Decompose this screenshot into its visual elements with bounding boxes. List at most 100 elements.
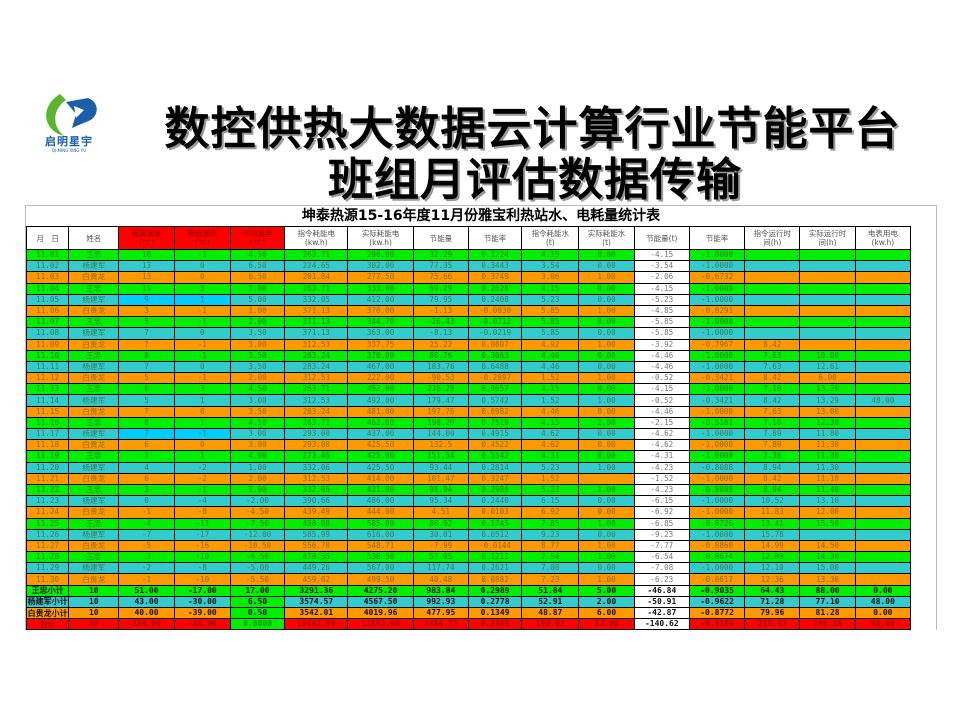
table-cell[interactable]: 144.00 [412,427,469,441]
table-cell[interactable]: -1.0000 [688,316,746,329]
table-cell[interactable]: 8.77 [521,539,580,553]
table-cell[interactable]: -1.0000 [688,450,746,463]
table-cell[interactable]: -4.15 [633,248,690,262]
table-cell[interactable]: 12.61 [799,360,856,374]
table-cell[interactable]: 0.4522 [467,439,523,452]
table-cell[interactable]: -6.15 [633,495,690,508]
table-cell[interactable]: -7 [118,528,175,541]
table-cell[interactable]: 王忠 [68,551,120,564]
table-cell[interactable]: 1 [173,450,231,463]
table-cell[interactable]: 151.54 [412,450,469,463]
table-cell[interactable] [854,551,912,564]
table-cell[interactable]: 548.71 [347,539,414,553]
table-cell[interactable]: 0.2814 [467,461,523,474]
table-cell[interactable]: 425.00 [347,450,414,463]
table-cell[interactable]: 11.10 [25,349,70,362]
table-cell[interactable]: 25.22 [412,338,469,351]
table-cell[interactable]: 11.21 [25,472,70,485]
table-cell[interactable]: -7.77 [633,539,690,553]
table-cell[interactable] [854,248,912,262]
table-cell[interactable]: 11.07 [25,316,70,329]
table-cell[interactable]: 79.95 [412,293,469,306]
table-cell[interactable]: 6 [118,383,175,396]
table-cell[interactable]: 0.00 [578,405,635,418]
table-cell[interactable]: 0.3063 [467,349,523,362]
table-cell[interactable]: 8.94 [744,461,801,474]
table-cell[interactable]: 白贵龙 [68,338,120,351]
table-cell[interactable]: 7 [118,427,175,441]
table-cell[interactable]: 0.6488 [467,360,523,374]
table-cell[interactable]: 0.1224 [467,248,523,262]
table-cell[interactable]: 312.53 [284,372,349,385]
table-cell[interactable]: 1.00 [578,271,635,284]
table-cell[interactable]: 197.76 [412,405,469,418]
table-cell[interactable]: 0.3247 [467,472,523,485]
table-cell[interactable]: 4.15 [521,416,580,430]
table-cell[interactable]: 0.00 [854,606,912,620]
table-cell[interactable]: 296.00 [347,248,414,262]
table-cell[interactable]: 4.62 [521,439,580,452]
table-cell[interactable]: -10 [173,551,231,564]
table-cell[interactable]: 白贵龙 [68,472,120,485]
table-cell[interactable]: 13 [118,260,175,273]
table-cell[interactable]: 11.22 [25,483,70,497]
table-cell[interactable]: 1.52 [521,372,580,385]
table-cell[interactable]: -1.0000 [688,260,746,273]
table-cell[interactable]: 4567.50 [347,595,414,609]
table-cell[interactable]: 3.00 [229,338,286,351]
table-cell[interactable]: 11.15 [25,405,70,418]
table-cell[interactable]: 153.62 [521,618,580,631]
table-cell[interactable] [854,439,912,452]
table-cell[interactable]: 3.50 [229,405,286,418]
table-cell[interactable]: 5.23 [521,461,580,474]
table-cell[interactable]: -0.52 [633,372,690,385]
table-cell[interactable]: -0.9622 [688,595,746,609]
table-cell[interactable]: 0 [173,405,231,418]
table-cell[interactable]: 390.66 [284,495,349,508]
table-cell[interactable] [854,562,912,575]
table-cell[interactable]: -1 [173,349,231,362]
table-cell[interactable]: 81.28 [799,606,856,620]
table-cell[interactable]: 13.30 [799,573,856,586]
table-cell[interactable]: 3574.57 [284,595,349,609]
table-cell[interactable]: -4.85 [633,304,690,318]
table-cell[interactable] [578,472,635,485]
table-cell[interactable]: -5.50 [229,573,286,586]
table-cell[interactable]: -3.92 [633,338,690,351]
table-cell[interactable]: -4.46 [633,360,690,374]
table-cell[interactable]: 4.92 [521,338,580,351]
table-cell[interactable] [854,539,912,553]
table-cell[interactable]: -0.9154 [688,618,746,631]
table-cell[interactable]: 7 [118,405,175,418]
table-cell[interactable]: 11.30 [799,439,856,452]
table-cell[interactable]: 370.00 [347,349,414,362]
table-cell[interactable]: 8 [118,349,175,362]
table-cell[interactable]: 1 [173,394,231,407]
table-cell[interactable]: 0.00 [578,282,635,295]
table-cell[interactable]: 白贵龙 [68,506,120,519]
table-cell[interactable]: 0.2778 [467,595,523,609]
table-cell[interactable]: 462.00 [347,416,414,430]
table-cell[interactable]: 616.00 [347,528,414,541]
table-cell[interactable]: -1.0000 [688,528,746,541]
table-cell[interactable]: 11.18 [799,472,856,485]
table-cell[interactable]: 132.5 [412,439,469,452]
table-cell[interactable]: -4.46 [633,405,690,418]
table-cell[interactable]: 0 [173,271,231,284]
summary-label[interactable]: 合计 [25,618,70,631]
table-cell[interactable] [854,372,912,385]
table-cell[interactable]: 0.5542 [467,450,523,463]
table-cell[interactable] [744,282,801,295]
table-cell[interactable] [799,293,856,306]
table-cell[interactable]: -4.62 [633,427,690,441]
table-cell[interactable]: -0.7967 [688,338,746,351]
table-cell[interactable]: 312.53 [284,394,349,407]
table-cell[interactable]: 224.65 [284,260,349,273]
table-cell[interactable]: 117.74 [412,562,469,575]
table-cell[interactable]: 13.41 [744,517,801,530]
table-cell[interactable]: 293.00 [284,427,349,441]
table-cell[interactable]: -1.0000 [688,383,746,396]
table-cell[interactable]: 425.50 [347,461,414,474]
table-cell[interactable]: -1.13 [412,304,469,318]
table-cell[interactable]: 0.00 [578,248,635,262]
